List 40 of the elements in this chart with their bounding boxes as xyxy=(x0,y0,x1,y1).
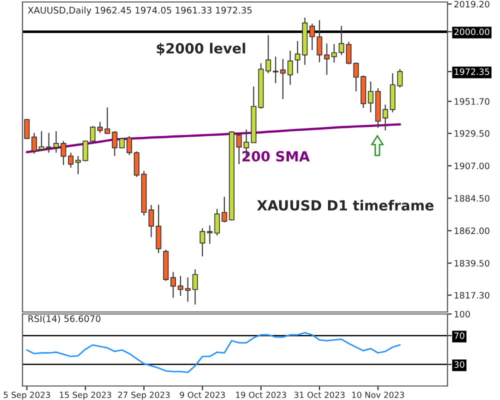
y-tick-label: 30 xyxy=(454,361,464,368)
y-tick-label: 1907.00 xyxy=(454,162,490,170)
annotation: XAUUSD D1 timeframe xyxy=(257,200,434,211)
candlestick xyxy=(156,204,162,254)
y-tick-label: 1839.50 xyxy=(454,260,490,267)
chart-title: RSI(14) 56.6070 xyxy=(28,315,100,324)
candlestick xyxy=(200,228,206,257)
candlestick xyxy=(31,132,37,154)
y-tick-label: 1817.30 xyxy=(454,292,490,299)
series-label: 200 SMA xyxy=(242,151,310,162)
candlestick xyxy=(90,126,96,142)
candlestick xyxy=(68,152,74,168)
y-tick-label: 1884.50 xyxy=(454,195,490,202)
y-tick-label: 100 xyxy=(454,310,470,318)
candlestick xyxy=(126,136,132,156)
line-series xyxy=(26,332,401,374)
y-tick-label: 1951.70 xyxy=(454,98,490,105)
y-tick-label: 2000.00 xyxy=(454,28,490,36)
x-tick-label: 31 Oct 2023 xyxy=(294,392,345,398)
candlestick xyxy=(324,42,330,76)
y-tick-label: 70 xyxy=(454,332,464,340)
x-tick-label: 19 Oct 2023 xyxy=(236,392,286,398)
candlestick xyxy=(368,80,374,113)
candlestick xyxy=(207,224,213,244)
chart-title: XAUUSD,Daily 1962.45 1974.05 1961.33 1972.35 xyxy=(28,6,252,16)
candlestick xyxy=(346,41,352,65)
x-tick-label: 27 Sep 2023 xyxy=(118,392,170,400)
y-tick-label: 1862.00 xyxy=(454,228,490,234)
candlestick xyxy=(287,50,293,86)
y-tick-label: 1972.35 xyxy=(454,68,490,76)
y-tick-label: 2019.20 xyxy=(454,0,490,8)
x-tick-label: 10 Nov 2023 xyxy=(352,392,404,398)
candlestick xyxy=(148,204,154,238)
x-tick-label: 15 Sep 2023 xyxy=(60,392,112,400)
x-tick-label: 9 Oct 2023 xyxy=(180,392,225,398)
candlestick xyxy=(192,268,198,306)
x-tick-label: 5 Sep 2023 xyxy=(4,392,50,400)
ref-line-label: $2000 level xyxy=(156,42,246,56)
candlestick xyxy=(266,34,272,74)
y-tick-label: 1929.50 xyxy=(454,130,490,137)
